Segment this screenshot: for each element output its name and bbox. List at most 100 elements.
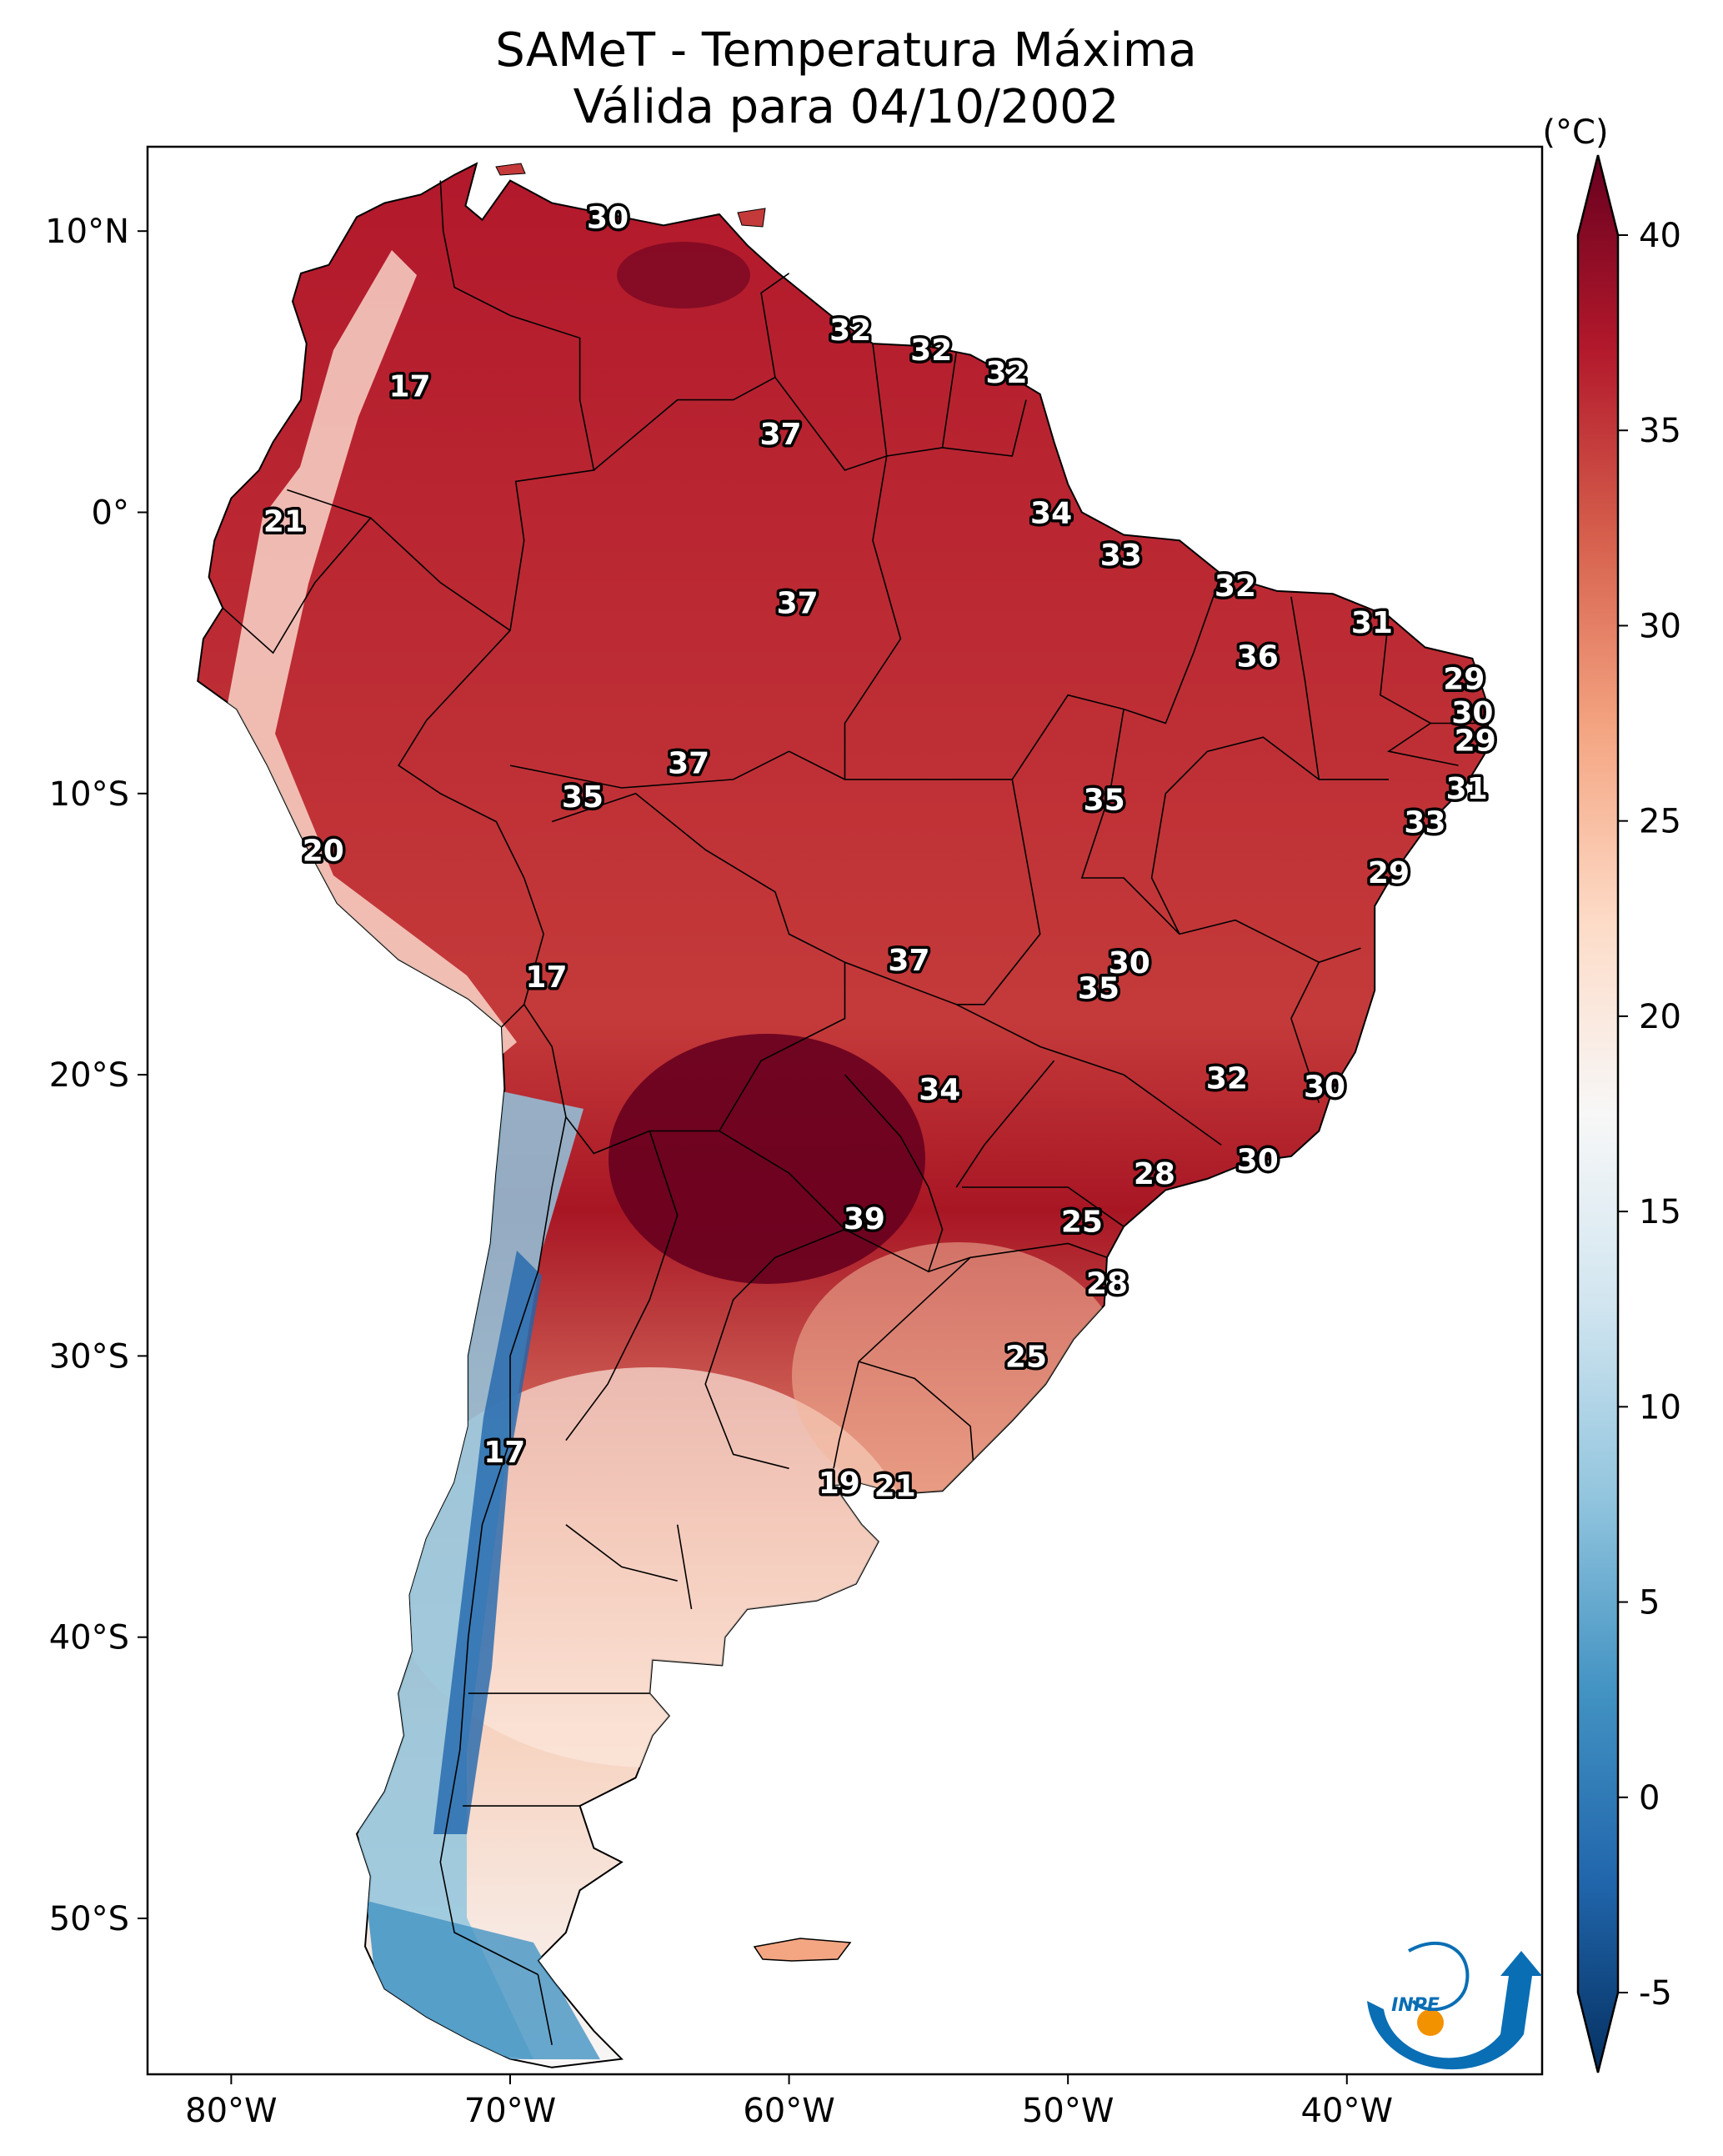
hot-core-chaco	[609, 1034, 925, 1284]
logo-text: INPE	[1391, 1995, 1440, 2016]
caribbean-islands	[495, 163, 766, 228]
border-line	[439, 180, 595, 631]
contour-label: 30	[1451, 696, 1493, 730]
lat-tick-label: 0°	[92, 494, 129, 532]
border-line	[509, 750, 789, 789]
contour-label: 37	[668, 747, 709, 781]
border-line	[1386, 722, 1459, 766]
lat-tick-label: 10°S	[49, 775, 129, 814]
border-line	[537, 1974, 553, 2045]
colorbar-unit: (°C)	[1542, 113, 1608, 152]
contour-label: 32	[829, 313, 871, 348]
contour-label: 17	[483, 1436, 525, 1470]
border-line	[833, 1361, 859, 1469]
contour-label: 30	[1304, 1070, 1345, 1105]
inpe-logo: INPE	[1367, 1941, 1542, 2070]
colorbar-tick-label: 40	[1639, 217, 1681, 255]
lon-tick-label: 60°W	[743, 2092, 834, 2130]
border-line	[774, 377, 1027, 471]
lon-tick-label: 40°W	[1301, 2092, 1393, 2130]
border-line	[565, 1524, 678, 1582]
border-line	[928, 1242, 1108, 1272]
contour-label: 32	[910, 333, 952, 368]
hot-core-north	[617, 242, 750, 308]
latitude-axis: 10°N 0° 10°S 20°S 30°S 40°S 50°S	[45, 213, 148, 1938]
contour-label: 37	[759, 418, 801, 452]
contour-label: 32	[1215, 569, 1256, 604]
colorbar-tick-label: 15	[1639, 1193, 1681, 1231]
border-line	[941, 352, 958, 449]
lat-tick-label: 40°S	[49, 1619, 129, 1657]
contour-label: 25	[1061, 1205, 1103, 1239]
contour-label: 32	[986, 356, 1028, 390]
lat-tick-label: 30°S	[49, 1337, 129, 1376]
contour-label: 36	[1237, 640, 1279, 674]
border-line	[956, 779, 1041, 1005]
colorbar-bar	[1576, 154, 1620, 2073]
colorbar-tick-label: 35	[1639, 412, 1681, 450]
border-line	[962, 1186, 1124, 1227]
contour-label: 37	[777, 586, 819, 620]
border-line	[1179, 919, 1320, 963]
border-line	[593, 273, 790, 471]
contour-label: 34	[919, 1073, 960, 1107]
lat-tick-label: 50°S	[49, 1900, 129, 1938]
longitude-axis: 80°W 70°W 60°W 50°W 40°W	[185, 2074, 1393, 2130]
lon-tick-label: 70°W	[464, 2092, 556, 2130]
lat-tick-label: 20°S	[49, 1056, 129, 1095]
lon-tick-label: 50°W	[1022, 2092, 1114, 2130]
contour-label: 30	[1237, 1143, 1279, 1177]
andes-coldest-core	[433, 1251, 542, 1834]
border-line	[287, 489, 511, 631]
logo-ring	[1408, 1941, 1470, 2012]
contour-label: 25	[1005, 1340, 1047, 1374]
contour-label: 35	[1084, 784, 1125, 818]
border-line	[844, 961, 957, 1005]
colorbar-tick-label: -5	[1639, 1974, 1672, 2013]
contour-label: 31	[1351, 606, 1393, 640]
border-line	[858, 1361, 974, 1461]
contour-label: 35	[1078, 972, 1119, 1006]
political-borders	[222, 180, 1487, 2045]
contour-label: 34	[1030, 496, 1072, 530]
contour-label: 30	[1109, 946, 1150, 980]
contour-label: 32	[1206, 1061, 1248, 1096]
lat-tick-label: 10°N	[45, 213, 129, 251]
contour-label: 28	[1086, 1267, 1128, 1301]
border-line	[222, 517, 372, 654]
border-line	[872, 343, 888, 457]
colorbar-tick-label: 20	[1639, 998, 1681, 1036]
border-line	[844, 455, 902, 780]
contour-label: 19	[819, 1467, 860, 1501]
map-title: SAMeT - Temperatura Máxima	[495, 23, 1197, 78]
contour-label: 29	[1455, 725, 1496, 759]
colorbar-tick-label: 30	[1639, 607, 1681, 645]
contour-label: 33	[1404, 806, 1445, 840]
border-line	[523, 792, 846, 1155]
contour-label: 29	[1368, 856, 1410, 890]
colorbar-tick-label: 5	[1639, 1584, 1660, 1622]
contour-label: 30	[587, 201, 629, 235]
border-line	[676, 1524, 693, 1610]
border-line	[439, 1116, 567, 1976]
border-line	[955, 1060, 1055, 1188]
contour-label: 31	[1446, 772, 1488, 806]
contour-label: 37	[888, 944, 929, 978]
border-line	[1380, 616, 1487, 725]
islands	[495, 163, 852, 1962]
contour-label: 21	[263, 505, 305, 539]
border-line	[1123, 574, 1222, 725]
border-line	[1290, 596, 1320, 780]
colorbar-ticks: 40 35 30 25 20 15 10 5 0 -5	[1618, 217, 1681, 2013]
contour-label: 33	[1100, 539, 1142, 573]
border-line	[955, 1004, 1222, 1146]
contour-label: 39	[844, 1202, 885, 1236]
contour-label: 29	[1443, 662, 1485, 696]
contour-label: 35	[562, 780, 604, 815]
colorbar-tick-label: 0	[1639, 1779, 1660, 1818]
contour-label: 17	[388, 370, 430, 404]
logo-swoosh	[1367, 1951, 1542, 2070]
colorbar-tick-label: 25	[1639, 803, 1681, 841]
